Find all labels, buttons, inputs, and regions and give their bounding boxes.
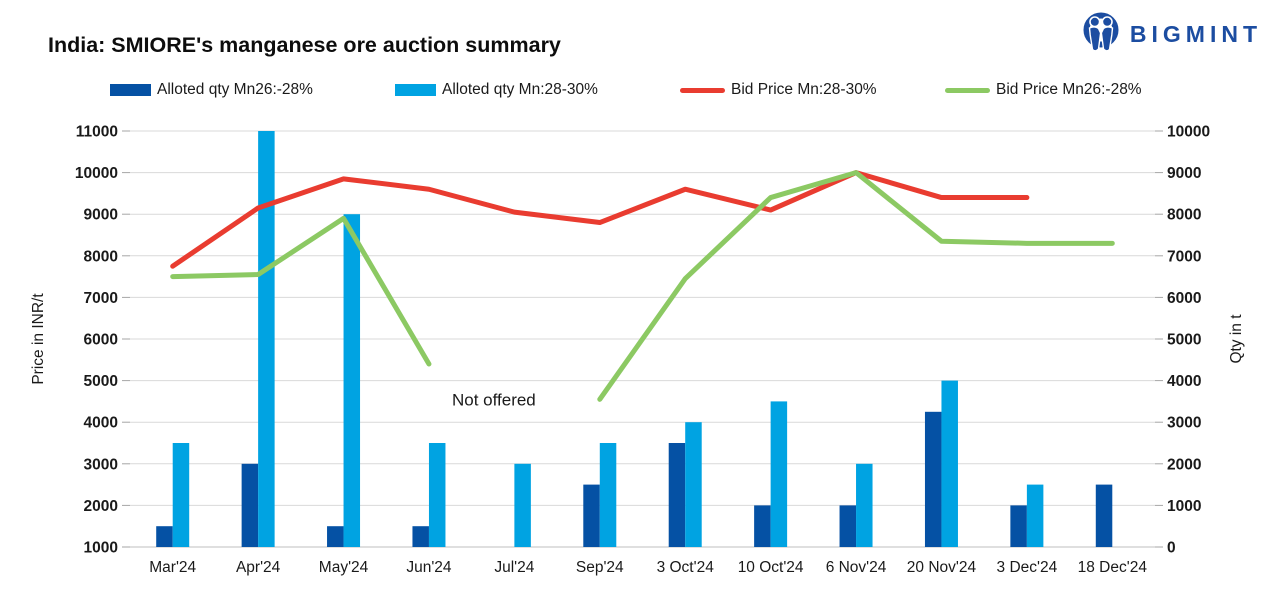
x-axis-label: 10 Oct'24 bbox=[738, 559, 804, 576]
x-axis-label: Mar'24 bbox=[149, 559, 196, 576]
right-axis-tick-label: 9000 bbox=[1167, 165, 1201, 182]
legend-label: Bid Price Mn26:-28% bbox=[996, 81, 1142, 98]
right-axis-tick-label: 7000 bbox=[1167, 248, 1201, 265]
right-axis-tick-label: 2000 bbox=[1167, 456, 1201, 473]
left-axis-tick-label: 4000 bbox=[84, 415, 118, 432]
x-axis-label: 18 Dec'24 bbox=[1078, 559, 1148, 576]
bar-alloted-qty-mn-28-30- bbox=[941, 380, 958, 547]
not-offered-annotation: Not offered bbox=[452, 390, 536, 409]
line-bid-price-mn26-28- bbox=[597, 170, 1115, 402]
bar-alloted-qty-mn26-28- bbox=[156, 526, 173, 547]
x-axis-label: Jul'24 bbox=[494, 559, 534, 576]
legend-label: Alloted qty Mn:28-30% bbox=[442, 81, 598, 98]
right-axis-tick-label: 4000 bbox=[1167, 373, 1201, 390]
legend-label: Alloted qty Mn26:-28% bbox=[157, 81, 313, 98]
bigmint-logo: BIGMINT bbox=[1081, 11, 1262, 57]
left-axis-tick-label: 11000 bbox=[76, 124, 118, 141]
left-axis-tick-label: 9000 bbox=[84, 207, 118, 224]
right-axis-tick-label: 5000 bbox=[1167, 332, 1201, 349]
left-axis-tick-label: 8000 bbox=[84, 248, 118, 265]
right-axis-tick-label: 6000 bbox=[1167, 290, 1201, 307]
legend-item-alloted-qty-mn26-28: Alloted qty Mn26:-28% bbox=[110, 81, 313, 98]
legend-item-alloted-qty-mn28-30: Alloted qty Mn:28-30% bbox=[395, 81, 598, 98]
bar-alloted-qty-mn-28-30- bbox=[856, 463, 873, 547]
left-axis-title: Price in INR/t bbox=[30, 293, 47, 385]
bar-alloted-qty-mn26-28- bbox=[754, 505, 771, 547]
bigmint-logo-text: BIGMINT bbox=[1129, 20, 1262, 47]
left-axis-tick-label: 6000 bbox=[84, 332, 118, 349]
bar-alloted-qty-mn-28-30- bbox=[258, 131, 275, 547]
bar-alloted-qty-mn26-28- bbox=[1010, 505, 1027, 547]
x-axis-label: Apr'24 bbox=[236, 559, 281, 576]
bar-alloted-qty-mn-28-30- bbox=[1026, 484, 1044, 547]
bar-alloted-qty-mn-28-30- bbox=[599, 443, 617, 547]
left-axis-tick-label: 7000 bbox=[84, 290, 118, 307]
left-axis-tick-label: 2000 bbox=[84, 498, 118, 515]
right-axis-tick-label: 1000 bbox=[1167, 498, 1201, 515]
bar-alloted-qty-mn26-28- bbox=[1095, 484, 1113, 547]
left-axis-tick-label: 1000 bbox=[84, 540, 118, 557]
legend-item-bid-price-mn26-28: Bid Price Mn26:-28% bbox=[945, 81, 1142, 98]
x-axis-label: 3 Dec'24 bbox=[997, 559, 1058, 576]
bigmint-logo-icon bbox=[1083, 12, 1119, 52]
right-axis-title: Qty in t bbox=[1228, 314, 1245, 364]
bar-alloted-qty-mn26-28- bbox=[583, 484, 600, 547]
x-axis-label: 3 Oct'24 bbox=[657, 559, 715, 576]
x-axis-label: 20 Nov'24 bbox=[907, 559, 977, 576]
bar-alloted-qty-mn-28-30- bbox=[514, 463, 531, 547]
bar-alloted-qty-mn26-28- bbox=[839, 505, 857, 547]
legend-item-bid-price-mn28-30: Bid Price Mn:28-30% bbox=[680, 81, 877, 98]
right-axis-tick-label: 0 bbox=[1167, 540, 1176, 557]
x-axis-label: Jun'24 bbox=[406, 559, 452, 576]
right-axis-tick-label: 8000 bbox=[1167, 207, 1201, 224]
bar-alloted-qty-mn-28-30- bbox=[770, 401, 788, 547]
line-bid-price-mn-28-30- bbox=[170, 170, 1030, 269]
bar-alloted-qty-mn-28-30- bbox=[428, 443, 446, 547]
x-axis-label: 6 Nov'24 bbox=[826, 559, 887, 576]
bar-alloted-qty-mn26-28- bbox=[924, 411, 942, 547]
right-axis-tick-label: 10000 bbox=[1167, 124, 1210, 141]
legend-bar-swatch-dark-blue bbox=[110, 84, 151, 96]
bar-alloted-qty-mn26-28- bbox=[668, 443, 686, 547]
right-axis-tick-label: 3000 bbox=[1167, 415, 1201, 432]
bar-alloted-qty-mn-28-30- bbox=[685, 422, 702, 547]
legend-line-swatch-red bbox=[680, 87, 725, 93]
left-axis-tick-label: 10000 bbox=[75, 165, 118, 182]
bar-alloted-qty-mn26-28- bbox=[241, 463, 259, 547]
bar-alloted-qty-mn26-28- bbox=[327, 526, 344, 547]
x-axis-label: Sep'24 bbox=[576, 559, 624, 576]
x-axis-label: May'24 bbox=[319, 559, 369, 576]
left-axis-tick-label: 5000 bbox=[84, 373, 118, 390]
page-title: India: SMIORE's manganese ore auction su… bbox=[48, 33, 561, 57]
bar-alloted-qty-mn-28-30- bbox=[343, 214, 361, 547]
legend-bar-swatch-light-blue bbox=[395, 84, 436, 96]
bar-alloted-qty-mn-28-30- bbox=[172, 443, 190, 547]
bar-alloted-qty-mn26-28- bbox=[412, 526, 429, 547]
line-bid-price-mn26-28- bbox=[170, 215, 432, 367]
left-axis-tick-label: 3000 bbox=[84, 456, 118, 473]
legend-label: Bid Price Mn:28-30% bbox=[731, 81, 877, 98]
legend-line-swatch-green bbox=[945, 87, 990, 93]
